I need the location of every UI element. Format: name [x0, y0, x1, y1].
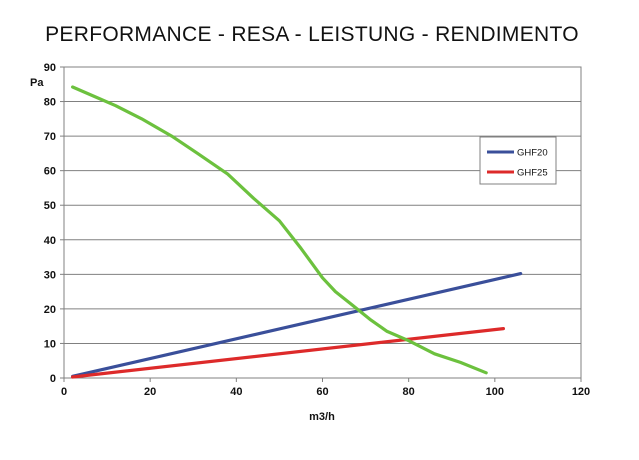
x-tick-label: 40	[230, 386, 242, 398]
y-axis-ticks: 0 10 20 30 40 50 60 70 80 90	[44, 62, 64, 385]
y-tick-label: 60	[44, 166, 56, 178]
x-tick-label: 120	[572, 386, 590, 398]
x-axis-ticks: 0 20 40 60 80 100 120	[61, 378, 590, 398]
y-tick-label: 50	[44, 200, 56, 212]
y-tick-label: 0	[50, 373, 56, 385]
y-tick-label: 40	[44, 235, 56, 247]
legend-label: GHF20	[517, 148, 548, 159]
series-line-ghf25	[70, 327, 505, 379]
x-tick-label: 60	[316, 386, 328, 398]
series-line-2	[70, 85, 488, 375]
legend-label: GHF25	[517, 168, 548, 179]
x-tick-label: 80	[403, 386, 415, 398]
y-tick-label: 90	[44, 62, 56, 74]
y-tick-label: 80	[44, 97, 56, 109]
x-axis-label: m3/h	[309, 411, 335, 423]
series-line-ghf20	[70, 272, 523, 378]
y-tick-label: 30	[44, 269, 56, 281]
y-axis-label: Pa	[30, 77, 44, 89]
chart-title: PERFORMANCE - RESA - LEISTUNG - RENDIMEN…	[45, 23, 579, 46]
y-tick-label: 10	[44, 338, 56, 350]
x-tick-label: 20	[144, 386, 156, 398]
x-tick-label: 0	[61, 386, 67, 398]
x-tick-label: 100	[486, 386, 504, 398]
y-tick-label: 70	[44, 131, 56, 143]
series-lines	[70, 85, 523, 379]
y-tick-label: 20	[44, 304, 56, 316]
plot-area	[63, 66, 582, 379]
legend-box	[479, 136, 557, 185]
legend: GHF20 GHF25	[479, 136, 557, 185]
grid-lines	[64, 101, 581, 344]
